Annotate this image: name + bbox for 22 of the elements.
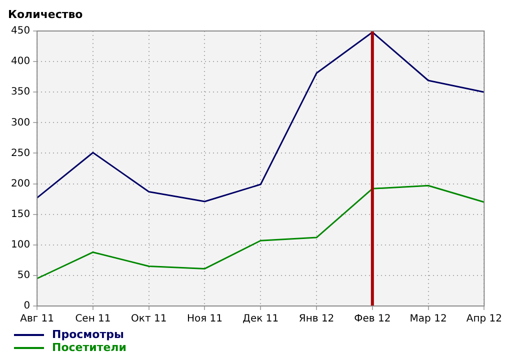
y-tick-label: 150 xyxy=(10,208,30,220)
y-tick-label: 50 xyxy=(17,270,30,282)
x-tick-label: Апр 12 xyxy=(466,314,502,325)
y-axis-title: Количество xyxy=(8,8,84,22)
x-tick-label: Фев 12 xyxy=(354,314,391,325)
x-tick-label: Ноя 11 xyxy=(186,314,223,325)
x-tick-label: Окт 11 xyxy=(131,314,167,325)
x-tick-label: Сен 11 xyxy=(75,314,111,325)
x-tick-label: Авг 11 xyxy=(20,314,54,325)
y-tick-label: 450 xyxy=(10,26,30,37)
y-tick-label: 100 xyxy=(10,239,30,250)
x-tick-label: Мар 12 xyxy=(410,314,447,325)
y-tick-label: 300 xyxy=(10,117,30,128)
y-tick-label: 250 xyxy=(10,148,30,159)
y-tick-label: 0 xyxy=(24,300,30,312)
legend-label: Просмотры xyxy=(52,328,124,341)
x-tick-label: Янв 12 xyxy=(298,314,334,325)
y-tick-label: 400 xyxy=(10,56,30,68)
x-tick-label: Дек 11 xyxy=(242,314,279,325)
y-tick-label: 200 xyxy=(10,178,30,190)
legend-label: Посетители xyxy=(52,341,126,354)
y-tick-label: 350 xyxy=(10,86,30,98)
